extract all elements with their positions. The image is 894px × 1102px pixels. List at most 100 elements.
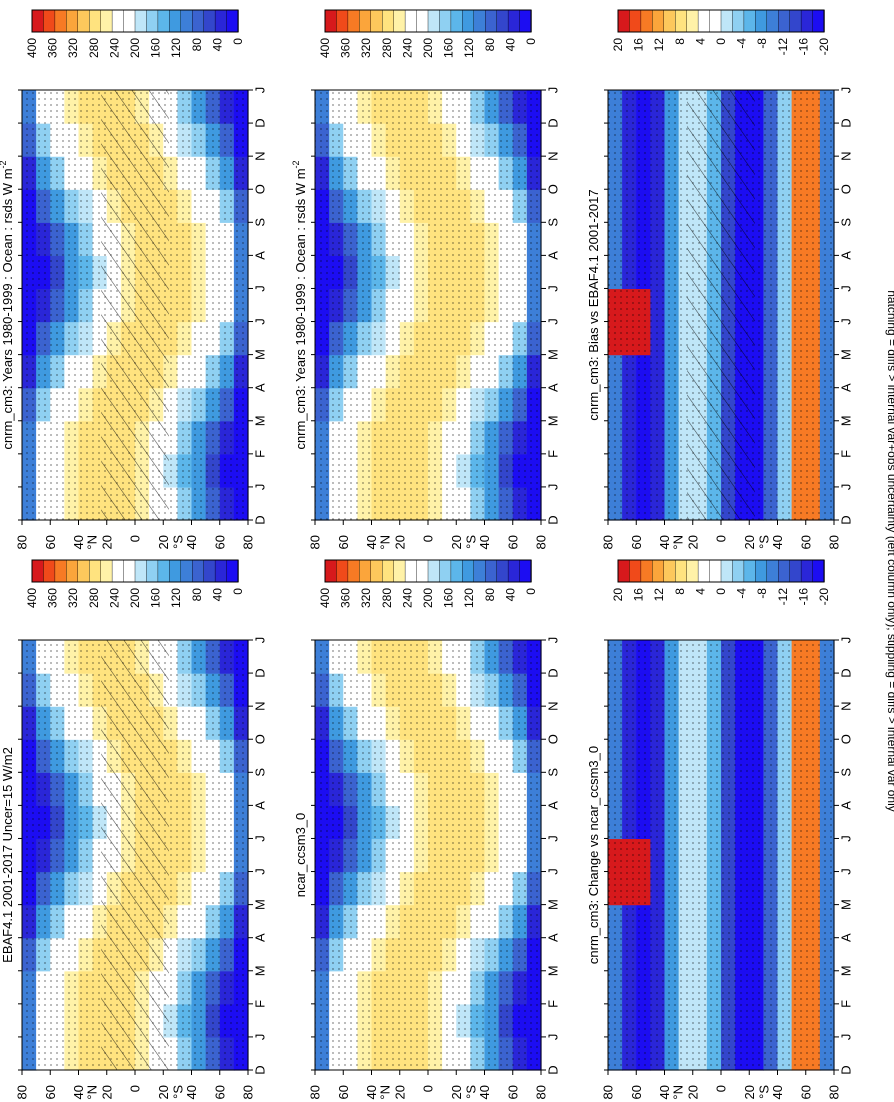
colorbar: 400 360 320 280 240 200 160 120 80 40 0 (318, 559, 538, 608)
lat-tick-label: 20 (742, 535, 757, 549)
colorbar-frame (324, 559, 532, 583)
colorbar-tick-label: -16 (796, 38, 810, 56)
colorbar-swatch (462, 559, 475, 583)
stippling-overlay (608, 640, 834, 1070)
colorbar-swatch (416, 559, 429, 583)
lat-tick-label: 40 (184, 535, 199, 549)
month-tick-label: D (839, 1065, 854, 1074)
month-tick-label: A (546, 251, 561, 260)
colorbar-tick-label: 20 (611, 38, 625, 52)
colorbar-swatch (675, 559, 688, 583)
colorbar-swatch (43, 9, 56, 33)
colorbar-tick-label: 400 (318, 38, 332, 58)
month-tick-label: O (253, 184, 268, 194)
lat-tick-label: 40 (364, 535, 379, 549)
month-tick-label: A (839, 801, 854, 810)
colorbar-swatch (697, 559, 711, 583)
lat-tick-label: 20 (742, 1085, 757, 1099)
colorbar-tick-label: 80 (483, 588, 497, 602)
lat-tick-label: 60 (629, 535, 644, 549)
month-tick-label: M (546, 899, 561, 910)
colorbar-swatch (496, 9, 509, 33)
colorbar-tick-label: -4 (735, 588, 749, 599)
colorbar-swatch (43, 559, 56, 583)
colorbar-frame (617, 9, 825, 33)
month-tick-label: F (253, 450, 268, 458)
colorbar-tick-label: 280 (87, 588, 101, 608)
colorbar: 400 360 320 280 240 200 160 120 80 40 0 (318, 9, 538, 58)
stippling-overlay (315, 90, 541, 520)
colorbar-swatch (778, 559, 791, 583)
colorbar-tick-label: 80 (190, 38, 204, 52)
colorbar-swatch (485, 559, 498, 583)
colorbar-tick-label: 240 (400, 38, 414, 58)
lat-tick-label: 60 (212, 1085, 227, 1099)
colorbar-swatch (31, 559, 45, 583)
month-tick-label: S (546, 218, 561, 227)
panel-title: ncar_ccsm3_0 (293, 813, 308, 898)
lat-tick-label: 80 (601, 1085, 616, 1099)
month-tick-label: J (253, 1034, 268, 1041)
month-tick-label: F (253, 1000, 268, 1008)
colorbar-tick-label: 280 (380, 588, 394, 608)
lat-tick-label: 40 (657, 1085, 672, 1099)
colorbar-tick-label: 0 (231, 588, 245, 595)
colorbar-tick-label: 16 (632, 588, 646, 602)
colorbar-tick-label: 160 (442, 38, 456, 58)
lat-tick-label: 0 (714, 1085, 729, 1092)
month-tick-label: A (546, 801, 561, 810)
month-tick-label: M (546, 415, 561, 426)
month-tick-label: J (839, 1034, 854, 1041)
hemisphere-label-south: °S (756, 1085, 771, 1099)
month-tick-label: M (839, 899, 854, 910)
lat-tick-label: 80 (827, 535, 842, 549)
colorbar-swatch (404, 559, 418, 583)
colorbar-swatch (697, 9, 711, 33)
colorbar-swatch (347, 559, 361, 583)
month-tick-label: J (546, 285, 561, 292)
colorbar-tick-label: 40 (210, 588, 224, 602)
colorbar: 20 16 12 8 4 0 -4 -8 -12 -16 -20 (611, 559, 831, 606)
hatching-overlay (687, 90, 755, 520)
colorbar-tick-label: 400 (25, 588, 39, 608)
colorbar-swatch (100, 559, 113, 583)
lat-tick-label: 20 (99, 535, 114, 549)
colorbar-tick-label: -8 (755, 38, 769, 49)
lat-tick-label: 60 (505, 1085, 520, 1099)
colorbar-swatch (450, 559, 464, 583)
colorbar-tick-label: 0 (524, 38, 538, 45)
colorbar-swatch (778, 9, 791, 33)
colorbar-tick-label: 40 (503, 38, 517, 52)
colorbar-tick-label: 12 (652, 588, 666, 602)
month-tick-label: D (839, 668, 854, 677)
colorbar-swatch (203, 9, 216, 33)
stippling-overlay (315, 640, 541, 1070)
colorbar-tick-label: -20 (817, 588, 831, 606)
colorbar-swatch (157, 559, 171, 583)
month-tick-label: A (253, 933, 268, 942)
lat-tick-label: 80 (241, 1085, 256, 1099)
colorbar-swatch (382, 9, 395, 33)
hatching-overlay (101, 90, 169, 520)
month-tick-label: D (546, 668, 561, 677)
footer-note: hatching = diffs > internal var+obs unce… (885, 290, 894, 812)
month-tick-label: M (253, 415, 268, 426)
colorbar-swatch (66, 559, 79, 583)
hemisphere-label-south: °S (170, 1085, 185, 1099)
lat-tick-label: 60 (798, 535, 813, 549)
month-tick-label: J (253, 87, 268, 94)
colorbar-swatch (709, 559, 722, 583)
lat-tick-label: 60 (43, 1085, 58, 1099)
colorbar-swatch (54, 9, 68, 33)
colorbar-swatch (800, 9, 814, 33)
colorbar-tick-label: 320 (359, 38, 373, 58)
colorbar-swatch (89, 9, 102, 33)
lat-tick-label: 0 (128, 535, 143, 542)
colorbar-swatch (89, 559, 102, 583)
month-tick-label: A (253, 383, 268, 392)
month-tick-label: J (546, 835, 561, 842)
month-tick-label: D (253, 1065, 268, 1074)
